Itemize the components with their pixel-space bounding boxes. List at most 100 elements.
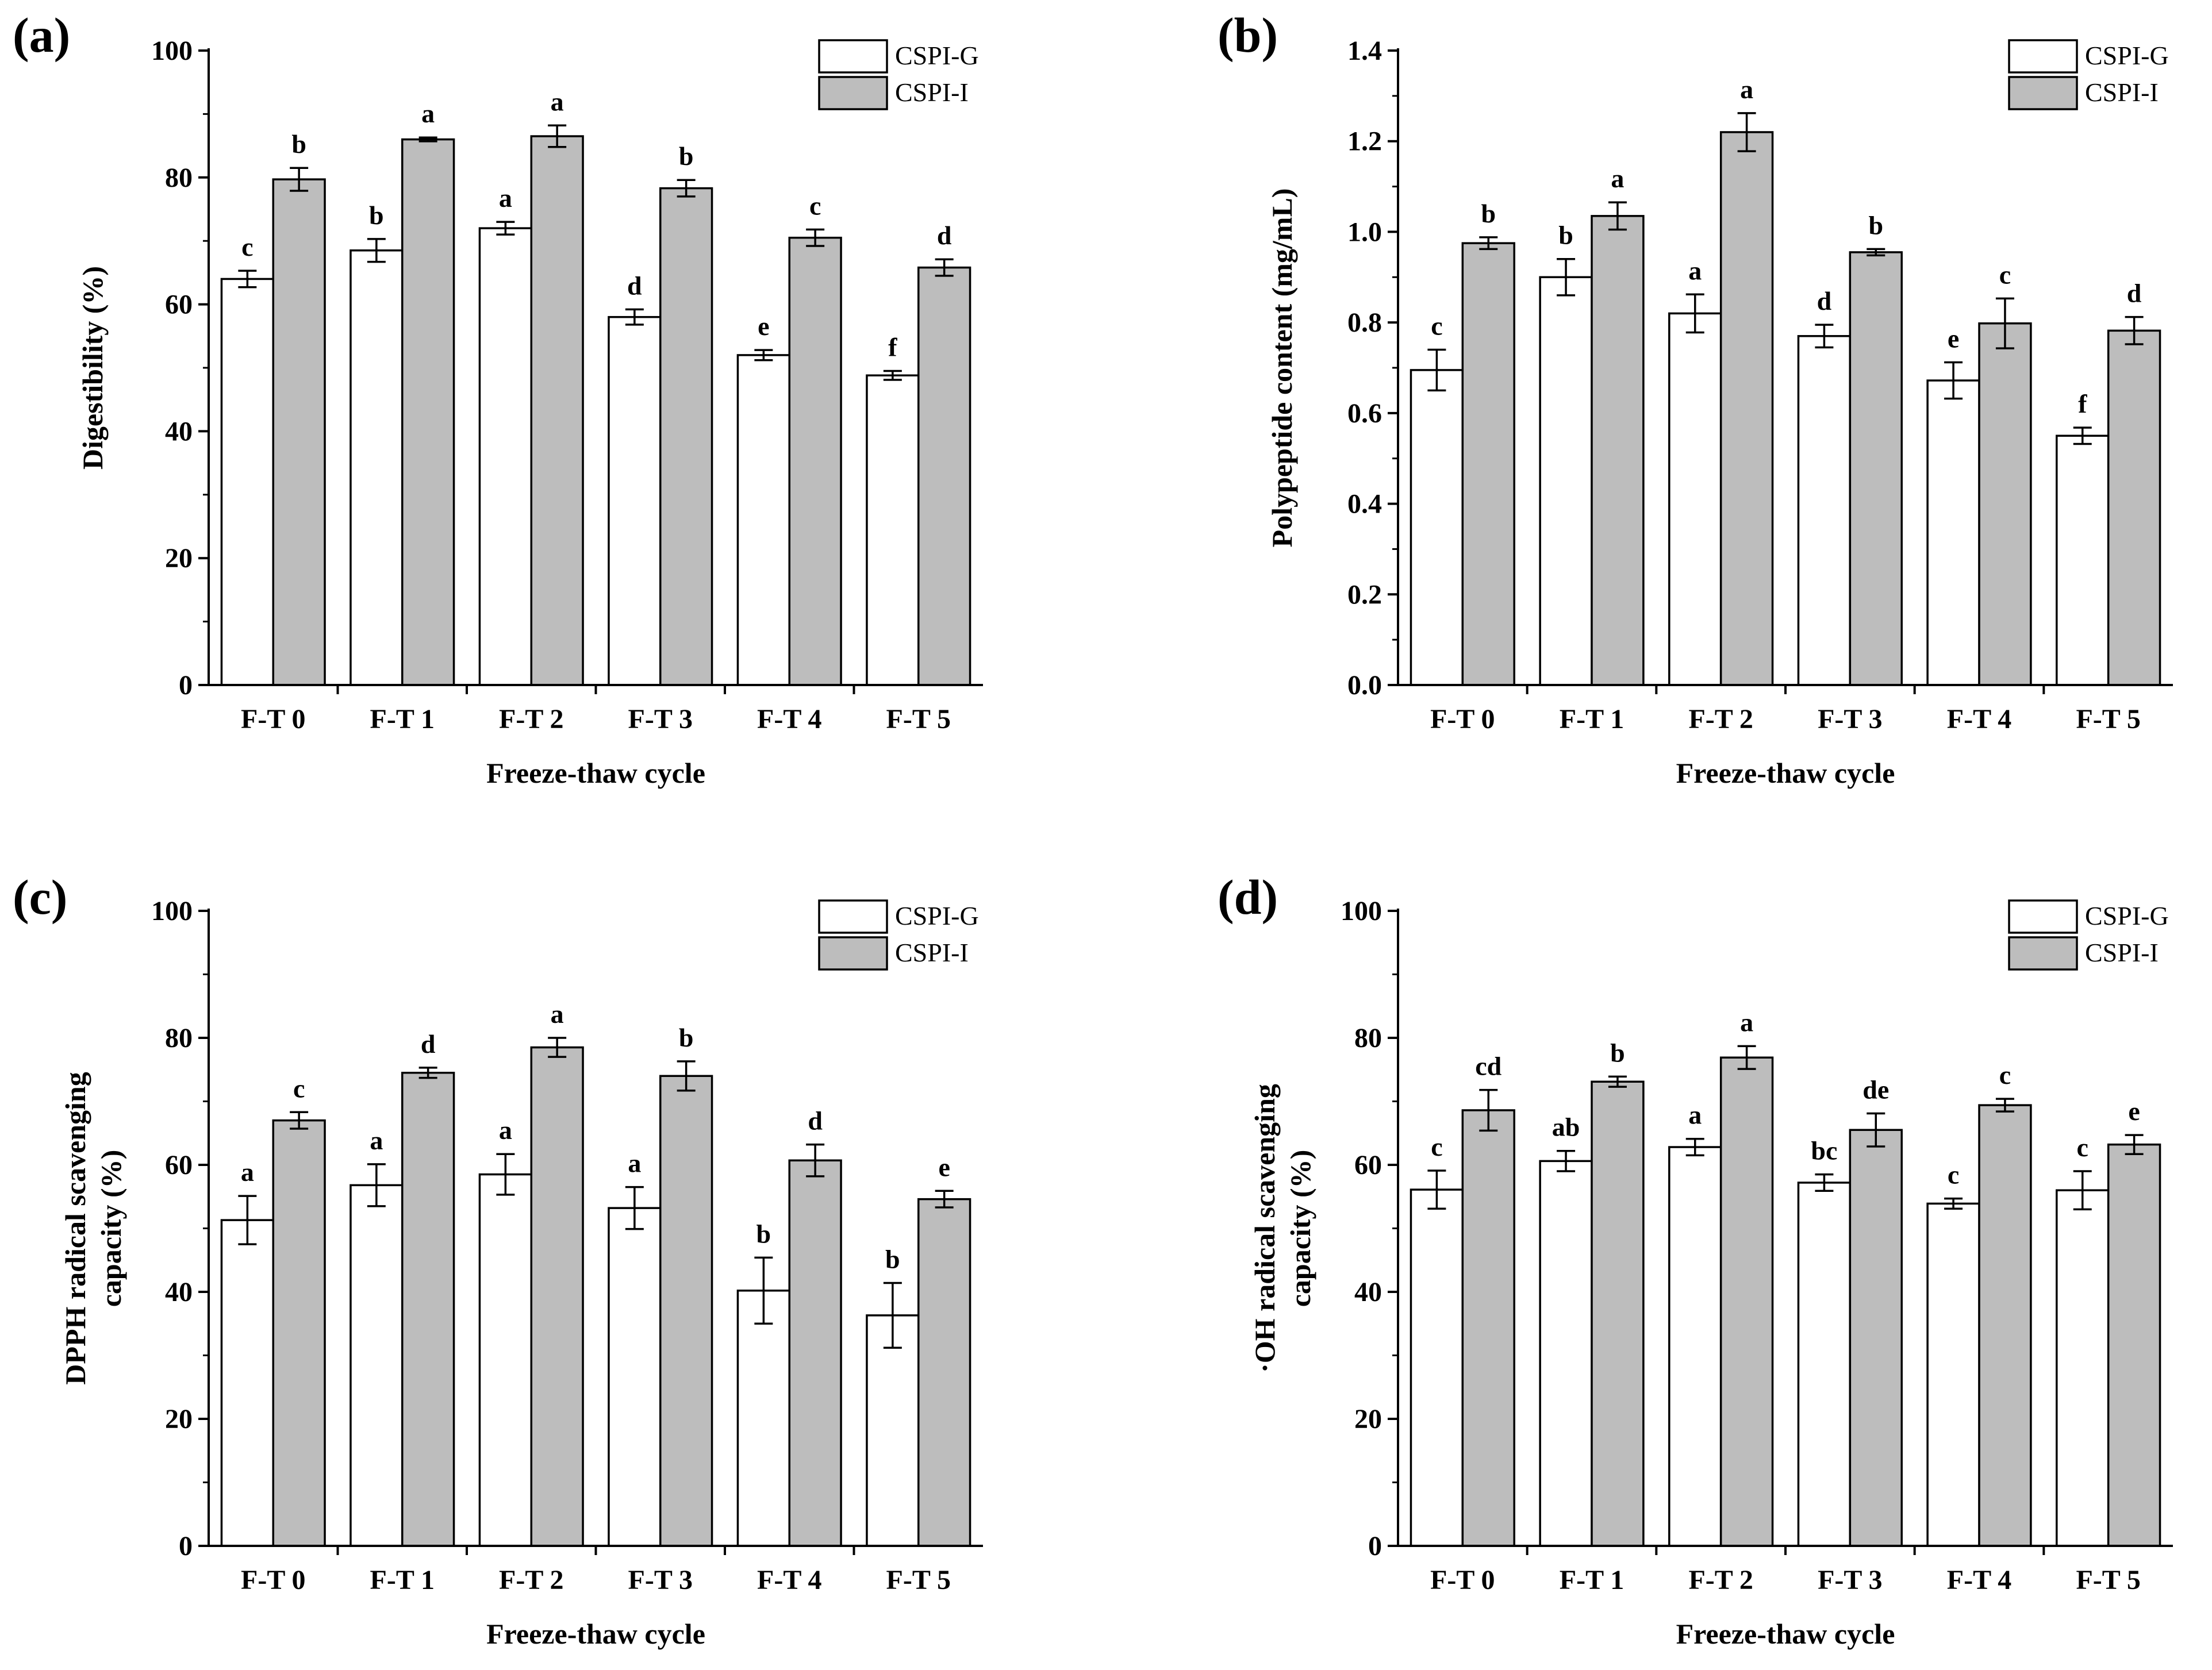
significance-label: d <box>1817 286 1832 315</box>
bar-cspi-g <box>220 278 275 686</box>
significance-label: e <box>758 311 769 341</box>
bar-cspi-i <box>917 266 971 686</box>
x-tick-label: F-T 1 <box>1560 1565 1624 1595</box>
x-tick-label: F-T 0 <box>241 704 305 734</box>
x-tick-label: F-T 2 <box>1688 1565 1753 1595</box>
significance-label: f <box>2078 389 2087 418</box>
x-tick-label: F-T 0 <box>1430 1565 1495 1595</box>
bar-cspi-g <box>220 1219 275 1547</box>
significance-label: b <box>885 1245 900 1274</box>
x-axis-label: Freeze-thaw cycle <box>1676 757 1895 789</box>
bar-cspi-g <box>1797 335 1852 686</box>
bar-cspi-i <box>1719 131 1774 686</box>
y-tick-label: 60 <box>165 290 193 320</box>
significance-label: a <box>1688 256 1702 285</box>
x-axis-label: Freeze-thaw cycle <box>486 757 705 789</box>
y-tick-label: 0.4 <box>1347 489 1382 520</box>
bar-cspi-i <box>1719 1056 1774 1547</box>
legend-swatch-cspi-i <box>2008 936 2078 971</box>
x-tick-label: F-T 1 <box>1560 704 1624 734</box>
y-tick-label: 80 <box>1354 1023 1382 1053</box>
bar-cspi-g <box>1539 276 1593 686</box>
y-tick-label: 100 <box>151 36 193 66</box>
bar-cspi-g <box>608 1207 662 1547</box>
significance-label: c <box>1431 1132 1442 1161</box>
bar-cspi-g <box>1410 369 1464 686</box>
chart-panel-1: (a) 0 20 40 60 80 100 c b F-T 0 b a F-T 1 a a F-T 2 d b F-… <box>13 7 983 789</box>
significance-label: de <box>1862 1075 1889 1104</box>
x-tick-label: F-T 0 <box>241 1565 305 1595</box>
bar-cspi-g <box>1797 1182 1852 1547</box>
x-tick-label: F-T 4 <box>1947 704 2011 734</box>
y-axis-label: Digestibility (%) <box>76 266 109 470</box>
significance-label: b <box>756 1219 771 1248</box>
y-tick-label: 0 <box>179 670 193 701</box>
legend-swatch-cspi-g <box>2008 39 2078 74</box>
y-tick-label: 20 <box>165 1404 193 1434</box>
bar-cspi-g <box>350 1184 404 1547</box>
legend-swatch-cspi-i <box>818 936 888 971</box>
significance-label: a <box>551 999 564 1029</box>
legend-label: CSPI-G <box>2085 41 2169 70</box>
bar-cspi-i <box>401 138 455 686</box>
x-tick-label: F-T 1 <box>370 704 435 734</box>
bar-cspi-g <box>2056 1189 2110 1547</box>
significance-label: a <box>1611 164 1624 193</box>
y-tick-label: 60 <box>165 1150 193 1180</box>
significance-label: a <box>1740 75 1753 104</box>
significance-label: d <box>2127 279 2142 308</box>
y-tick-label: 0 <box>1368 1531 1382 1561</box>
significance-label: c <box>293 1073 305 1103</box>
y-axis-label: Polypeptide content (mg/mL) <box>1266 188 1298 548</box>
bar-cspi-i <box>1978 1104 2032 1547</box>
x-tick-label: F-T 5 <box>886 704 951 734</box>
significance-label: ab <box>1552 1113 1580 1142</box>
legend-swatch-cspi-g <box>818 899 888 934</box>
significance-label: b <box>1481 199 1496 228</box>
significance-label: b <box>291 129 306 159</box>
y-tick-label: 0.0 <box>1347 670 1382 701</box>
x-tick-label: F-T 1 <box>370 1565 435 1595</box>
bar-cspi-i <box>401 1072 455 1547</box>
legend-label: CSPI-I <box>895 78 969 107</box>
y-tick-label: 1.4 <box>1347 36 1382 66</box>
significance-label: d <box>627 271 642 300</box>
panel-label: (c) <box>13 869 67 925</box>
legend-label: CSPI-I <box>895 938 969 967</box>
y-tick-label: 0.2 <box>1347 579 1382 610</box>
x-tick-label: F-T 4 <box>1947 1565 2011 1595</box>
bar-cspi-i <box>1849 1129 1903 1547</box>
bar-cspi-i <box>1461 242 1515 686</box>
bar-cspi-g <box>866 1314 920 1547</box>
x-tick-label: F-T 2 <box>499 704 563 734</box>
bar-cspi-g <box>736 354 790 686</box>
y-axis-label: capacity (%) <box>1284 1150 1316 1307</box>
significance-label: a <box>1688 1100 1702 1130</box>
x-tick-label: F-T 5 <box>2076 1565 2140 1595</box>
bar-cspi-i <box>788 236 842 686</box>
x-tick-label: F-T 3 <box>628 704 693 734</box>
y-tick-label: 80 <box>165 163 193 193</box>
significance-label: a <box>499 1115 512 1145</box>
y-tick-label: 1.2 <box>1347 126 1382 157</box>
bar-cspi-g <box>2056 434 2110 686</box>
bar-cspi-g <box>478 1173 533 1547</box>
y-axis-label: ·OH radical scavenging <box>1249 1084 1281 1373</box>
y-axis-label: capacity (%) <box>95 1150 127 1307</box>
significance-label: a <box>421 99 435 128</box>
significance-label: a <box>370 1126 383 1155</box>
bar-cspi-g <box>1539 1160 1593 1547</box>
bar-cspi-i <box>1849 251 1903 686</box>
x-tick-label: F-T 3 <box>1818 1565 1882 1595</box>
significance-label: d <box>808 1106 823 1136</box>
significance-label: a <box>1740 1007 1753 1037</box>
bar-cspi-i <box>1978 322 2032 686</box>
bar-cspi-i <box>659 187 713 686</box>
significance-label: c <box>1431 311 1442 340</box>
panel-label: (a) <box>13 7 70 63</box>
y-tick-label: 100 <box>1341 896 1382 926</box>
chart-panel-4: (d) 0 20 40 60 80 100 c cd F-T 0 ab b F-T 1 a a F-T 2 bc… <box>1218 869 2173 1650</box>
y-tick-label: 0.6 <box>1347 398 1382 429</box>
legend-label: CSPI-G <box>2085 901 2169 930</box>
y-tick-label: 0 <box>179 1531 193 1561</box>
